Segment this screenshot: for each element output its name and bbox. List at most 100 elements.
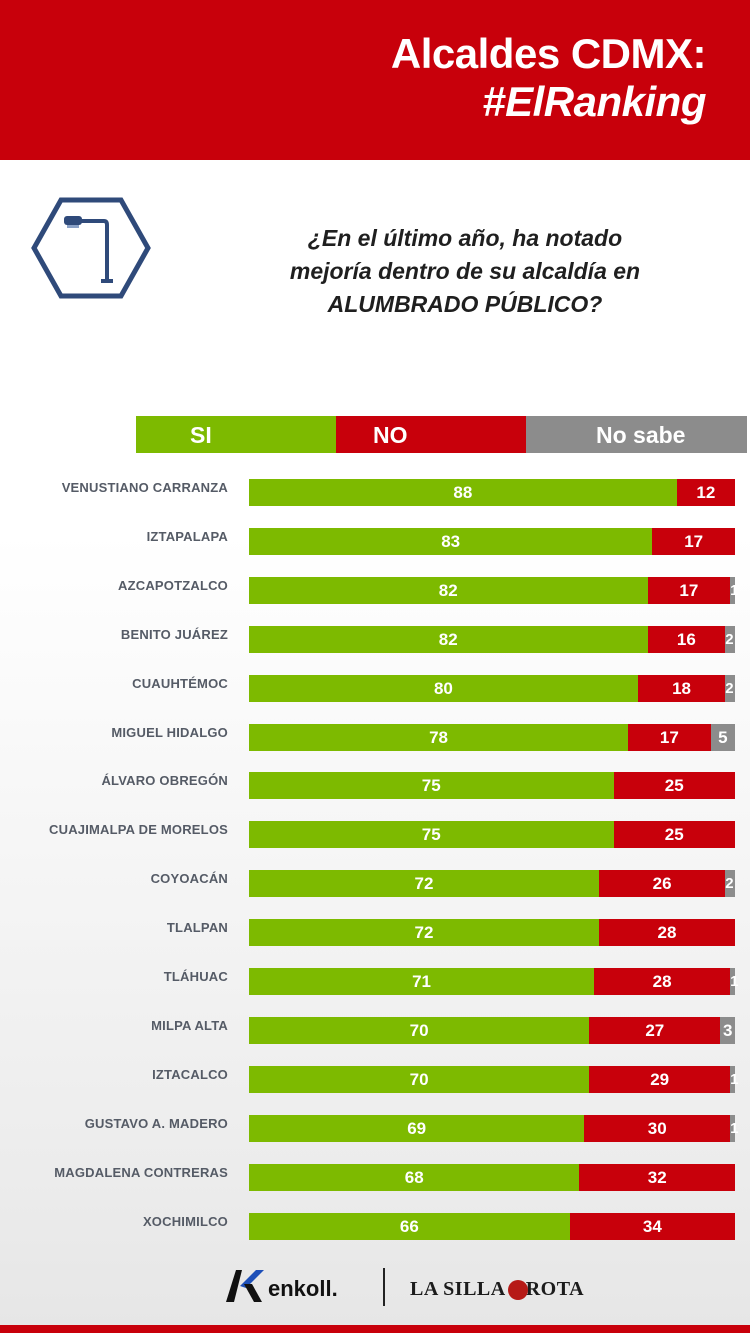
data-label: 2 xyxy=(725,631,734,648)
data-label: 72 xyxy=(414,923,434,942)
data-label: 82 xyxy=(438,630,458,649)
bar-segment xyxy=(584,1115,731,1142)
bar-segment xyxy=(249,1164,580,1191)
category-label: CUAJIMALPA DE MORELOS xyxy=(49,822,228,837)
header-banner: Alcaldes CDMX: #ElRanking xyxy=(0,0,750,160)
bar-segment xyxy=(249,772,614,799)
data-label: 29 xyxy=(650,1070,670,1089)
bar-segment xyxy=(249,870,599,897)
bar-segment xyxy=(647,577,731,604)
data-label: 80 xyxy=(433,679,453,698)
data-label: 1 xyxy=(730,1120,739,1137)
category-label: XOCHIMILCO xyxy=(142,1214,228,1229)
category-label: VENUSTIANO CARRANZA xyxy=(61,480,228,495)
legend-no-sabe: No sabe xyxy=(526,416,747,453)
legend-no-label: NO xyxy=(373,422,408,448)
bar-segment xyxy=(579,1164,735,1191)
page-hashtag: #ElRanking xyxy=(482,78,706,125)
category-label: CUAUHTÉMOC xyxy=(132,676,228,691)
data-label: 66 xyxy=(399,1217,419,1236)
data-label: 2 xyxy=(725,875,734,892)
data-label: 70 xyxy=(409,1070,429,1089)
bar-segment xyxy=(637,675,726,702)
bar-segment xyxy=(594,968,731,995)
data-label: 12 xyxy=(696,483,716,502)
data-label: 25 xyxy=(664,825,684,844)
category-label: BENITO JUÁREZ xyxy=(120,627,228,642)
data-label: 69 xyxy=(407,1119,427,1138)
data-label: 3 xyxy=(722,1021,733,1040)
bar-segment xyxy=(249,1066,590,1093)
bar-segment xyxy=(249,626,648,653)
footer-rule xyxy=(0,1325,750,1333)
data-label: 68 xyxy=(404,1168,424,1187)
bar-segment xyxy=(598,919,735,946)
bar-segment xyxy=(676,479,735,506)
data-label: 75 xyxy=(421,776,441,795)
legend-no: NO xyxy=(336,416,526,453)
bar-segment xyxy=(730,577,735,604)
category-label: MIGUEL HIDALGO xyxy=(111,725,228,740)
la-silla-rota-seal-icon xyxy=(508,1280,528,1300)
bar-segment xyxy=(725,675,735,702)
data-label: 83 xyxy=(441,532,461,551)
bar-segment xyxy=(725,626,735,653)
data-label: 1 xyxy=(730,582,739,599)
data-label: 71 xyxy=(412,972,431,991)
bar-segment xyxy=(249,1213,570,1240)
question-line-2: mejoría dentro de su alcaldía en xyxy=(289,258,641,284)
data-label: 78 xyxy=(429,728,448,747)
data-label: 26 xyxy=(652,874,672,893)
bar-segment xyxy=(569,1213,735,1240)
bar-segment xyxy=(613,772,735,799)
bar-segment xyxy=(730,1115,735,1142)
legend-si: SI xyxy=(136,416,336,453)
data-label: 18 xyxy=(672,679,691,698)
bar-segment xyxy=(652,528,735,555)
enkoll-logo-text: enkoll. xyxy=(268,1276,338,1301)
bar-segment xyxy=(647,626,726,653)
question-line-3: ALUMBRADO PÚBLICO? xyxy=(327,291,603,317)
question-line-1: ¿En el último año, ha notado xyxy=(307,225,623,251)
data-label: 1 xyxy=(730,1071,739,1088)
bar-segment xyxy=(249,675,638,702)
bar-segment xyxy=(249,968,595,995)
category-label: MAGDALENA CONTRERAS xyxy=(54,1165,228,1180)
category-label: TLÁHUAC xyxy=(163,969,228,984)
bar-segment xyxy=(249,919,599,946)
category-label: ÁLVARO OBREGÓN xyxy=(101,773,228,788)
data-label: 28 xyxy=(657,923,677,942)
category-label: COYOACÁN xyxy=(150,871,228,886)
category-label: MILPA ALTA xyxy=(151,1018,228,1033)
bar-segment xyxy=(249,821,614,848)
la-silla-rota-logo: LA SILLA ROTA xyxy=(410,1278,584,1301)
category-label: GUSTAVO A. MADERO xyxy=(84,1116,228,1131)
page-title: Alcaldes CDMX: xyxy=(390,30,707,77)
bar-segment xyxy=(730,1066,735,1093)
data-label: 1 xyxy=(730,973,739,990)
data-label: 27 xyxy=(645,1021,665,1040)
data-label: 34 xyxy=(642,1217,662,1236)
data-label: 17 xyxy=(679,581,699,600)
bar-segment xyxy=(720,1017,735,1044)
bar-segment xyxy=(589,1017,721,1044)
lsr-text-1: LA SILLA xyxy=(410,1278,506,1300)
category-label: IZTACALCO xyxy=(152,1067,228,1082)
legend-no-sabe-label: No sabe xyxy=(596,422,686,448)
survey-question: ¿En el último año, ha notado mejoría den… xyxy=(215,222,715,321)
footer-divider xyxy=(383,1268,385,1306)
data-label: 17 xyxy=(659,728,679,747)
category-label: TLALPAN xyxy=(166,920,228,935)
data-label: 28 xyxy=(652,972,672,991)
legend-si-label: SI xyxy=(190,422,212,448)
data-label: 17 xyxy=(684,532,704,551)
data-label: 16 xyxy=(676,630,696,649)
lsr-text-2: ROTA xyxy=(525,1278,585,1300)
category-label: AZCAPOTZALCO xyxy=(118,578,228,593)
data-label: 2 xyxy=(725,680,734,697)
bar-segment xyxy=(628,724,711,751)
streetlight-hexagon-icon xyxy=(30,195,152,301)
bar-segment xyxy=(249,479,677,506)
bar-segment xyxy=(730,968,735,995)
bar-segment xyxy=(249,577,648,604)
